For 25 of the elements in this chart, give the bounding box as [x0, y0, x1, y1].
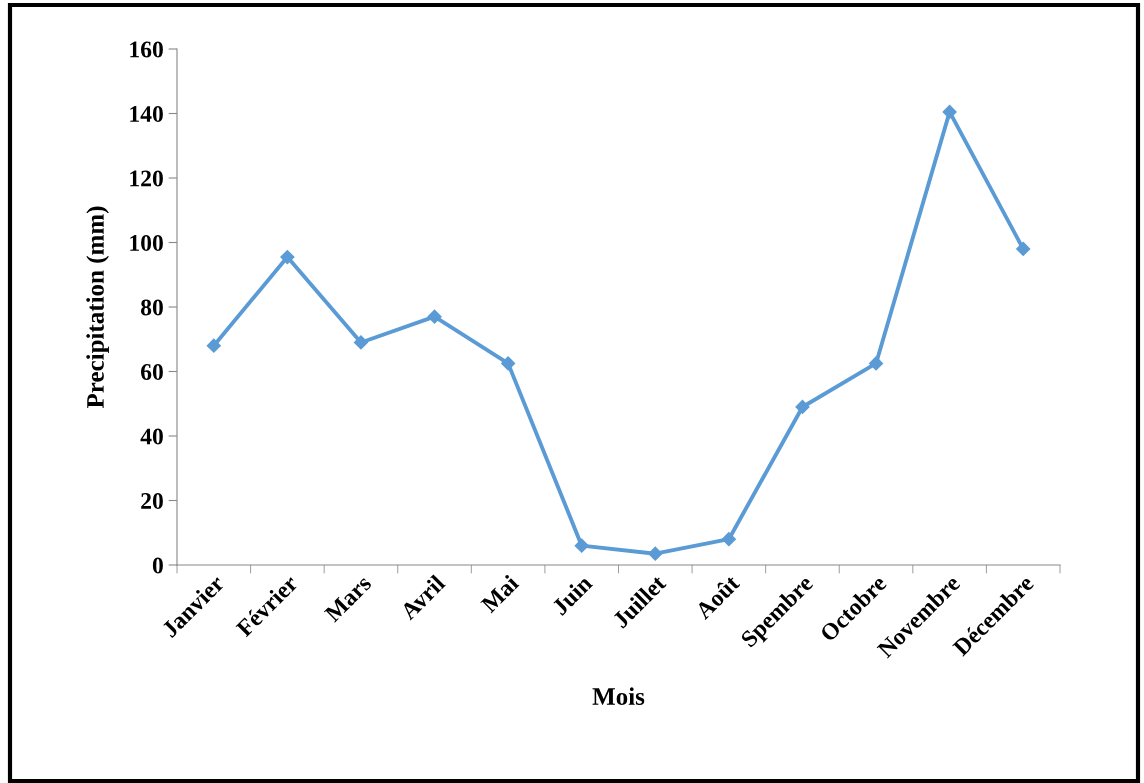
y-tick-label: 20 — [141, 492, 163, 509]
y-axis-title: Precipitation (mm) — [86, 206, 109, 409]
y-tick-label: 140 — [130, 105, 163, 122]
point — [648, 546, 663, 561]
point — [1016, 241, 1031, 257]
point — [206, 338, 221, 353]
y-tick-label: 120 — [130, 170, 163, 187]
point — [942, 104, 957, 119]
y-tick-label: 0 — [152, 557, 163, 574]
point — [721, 532, 736, 547]
y-tick-label: 60 — [141, 363, 163, 380]
y-tick-label: 100 — [130, 234, 163, 251]
point — [574, 538, 589, 553]
x-tick-label: Juin — [550, 573, 594, 616]
point — [501, 356, 516, 371]
point — [353, 335, 369, 350]
x-axis-title: Mois — [592, 687, 645, 705]
point — [795, 399, 810, 415]
y-tick-label: 160 — [130, 41, 163, 58]
point — [280, 249, 295, 265]
point — [868, 356, 884, 371]
y-tick-label: 80 — [140, 299, 163, 316]
y-tick-label: 40 — [140, 428, 163, 445]
point — [427, 309, 442, 324]
x-tick-label: Mai — [479, 573, 520, 614]
